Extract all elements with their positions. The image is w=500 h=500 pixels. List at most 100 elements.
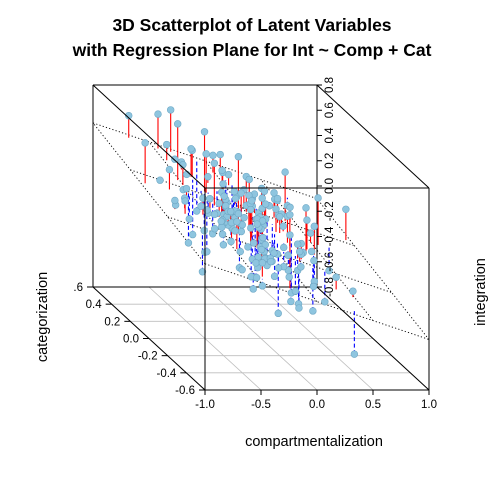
- data-point-25: [188, 230, 197, 239]
- data-point-56: [237, 227, 246, 236]
- y-tick-label-2: -0.2: [138, 351, 158, 363]
- x-tick-label-1: -0.5: [251, 399, 271, 411]
- data-point-116: [219, 180, 227, 188]
- data-point-180: [309, 307, 317, 315]
- data-point-183: [252, 273, 261, 282]
- y-tick-label-6: .6: [73, 282, 83, 294]
- z-tick-label-5: 0.2: [324, 153, 336, 169]
- data-point-4: [216, 150, 224, 159]
- data-point-132: [286, 211, 294, 219]
- y-tick-label-4: 0.2: [104, 316, 120, 328]
- data-point-20: [204, 173, 212, 181]
- data-point-141: [234, 209, 243, 218]
- z-tick-label-3: -0.2: [324, 201, 336, 221]
- axis-ticks: -1.0 -0.5 0.0 0.5 1.0-0.6-0.4-0.20.00.20.4.6…: [73, 77, 437, 411]
- data-point-81: [141, 139, 149, 147]
- data-point-85: [210, 210, 219, 219]
- data-point-88: [325, 266, 333, 275]
- data-point-110: [215, 199, 223, 207]
- data-point-80: [210, 159, 219, 167]
- data-point-195: [249, 285, 257, 293]
- data-point-90: [260, 187, 269, 195]
- data-point-14: [182, 170, 191, 179]
- data-point-178: [295, 247, 304, 256]
- data-point-106: [270, 272, 279, 281]
- data-point-42: [202, 150, 210, 158]
- data-point-163: [291, 287, 300, 295]
- data-point-175: [287, 297, 295, 306]
- data-point-54: [156, 176, 164, 184]
- data-point-5: [171, 155, 179, 163]
- data-point-172: [297, 263, 305, 271]
- data-point-92: [314, 194, 322, 202]
- data-point-51: [281, 168, 289, 176]
- data-point-191: [332, 273, 340, 281]
- data-point-2: [125, 111, 133, 120]
- data-point-48: [231, 194, 240, 203]
- z-tick-label-0: -0.8: [324, 277, 336, 297]
- chart-title-line-1: 3D Scatterplot of Latent Variables: [112, 15, 391, 35]
- data-point-84: [182, 184, 191, 193]
- data-point-155: [285, 273, 293, 281]
- data-point-7: [209, 151, 217, 160]
- data-point-185: [252, 259, 260, 267]
- box-edge-top-left: [92, 84, 206, 189]
- z-axis-label: integration: [473, 258, 489, 326]
- data-point-3: [154, 110, 162, 118]
- z-tick-label-7: 0.6: [324, 102, 336, 118]
- data-point-119: [280, 243, 288, 252]
- data-point-128: [203, 247, 211, 256]
- data-point-199: [258, 282, 267, 290]
- data-points: [125, 106, 359, 358]
- chart-title-line-2: with Regression Plane for Int ~ Comp + C…: [72, 40, 432, 60]
- data-point-190: [257, 245, 266, 254]
- data-point-115: [245, 175, 253, 184]
- data-point-148: [217, 217, 225, 225]
- x-tick-label-4: 1.0: [421, 399, 437, 411]
- data-point-95: [306, 229, 315, 237]
- data-point-167: [247, 224, 255, 232]
- data-point-171: [293, 240, 302, 248]
- y-tick-label-1: -0.4: [157, 368, 177, 380]
- data-point-41: [197, 202, 205, 210]
- data-point-0: [193, 207, 201, 215]
- data-point-52: [200, 226, 208, 235]
- data-point-164: [274, 264, 283, 272]
- data-point-196: [258, 259, 267, 267]
- data-point-174: [219, 241, 228, 249]
- data-point-64: [273, 194, 282, 203]
- data-point-100: [272, 205, 280, 213]
- data-point-98: [261, 200, 270, 208]
- data-point-36: [230, 187, 239, 196]
- data-point-181: [246, 205, 255, 214]
- data-point-188: [259, 233, 267, 242]
- y-axis-label: categorization: [35, 272, 51, 362]
- z-tick-label-4: 0.0: [324, 178, 336, 194]
- data-point-150: [248, 197, 256, 205]
- data-point-193: [349, 287, 357, 295]
- data-point-53: [270, 189, 278, 197]
- data-point-143: [171, 196, 179, 205]
- data-point-140: [249, 239, 258, 247]
- data-point-87: [279, 222, 287, 230]
- box-edge-floor-right: [316, 286, 430, 391]
- x-tick-label-0: -1.0: [195, 399, 215, 411]
- data-point-149: [284, 251, 292, 259]
- data-point-8: [258, 194, 266, 202]
- data-point-192: [295, 304, 303, 312]
- plane-line-8: [316, 198, 430, 340]
- data-point-50: [286, 203, 294, 211]
- data-point-182: [244, 243, 252, 251]
- data-point-162: [310, 256, 318, 265]
- data-point-146: [181, 197, 189, 205]
- plane-line-5: [148, 141, 262, 283]
- data-point-97: [234, 153, 243, 161]
- data-point-49: [218, 230, 227, 238]
- y-tick-label-3: 0.0: [123, 334, 139, 346]
- data-point-77: [165, 165, 174, 174]
- x-axis-label: compartmentalization: [245, 434, 383, 450]
- data-point-99: [276, 213, 284, 221]
- data-point-176: [321, 298, 329, 306]
- x-tick-label-2: 0.0: [309, 399, 325, 411]
